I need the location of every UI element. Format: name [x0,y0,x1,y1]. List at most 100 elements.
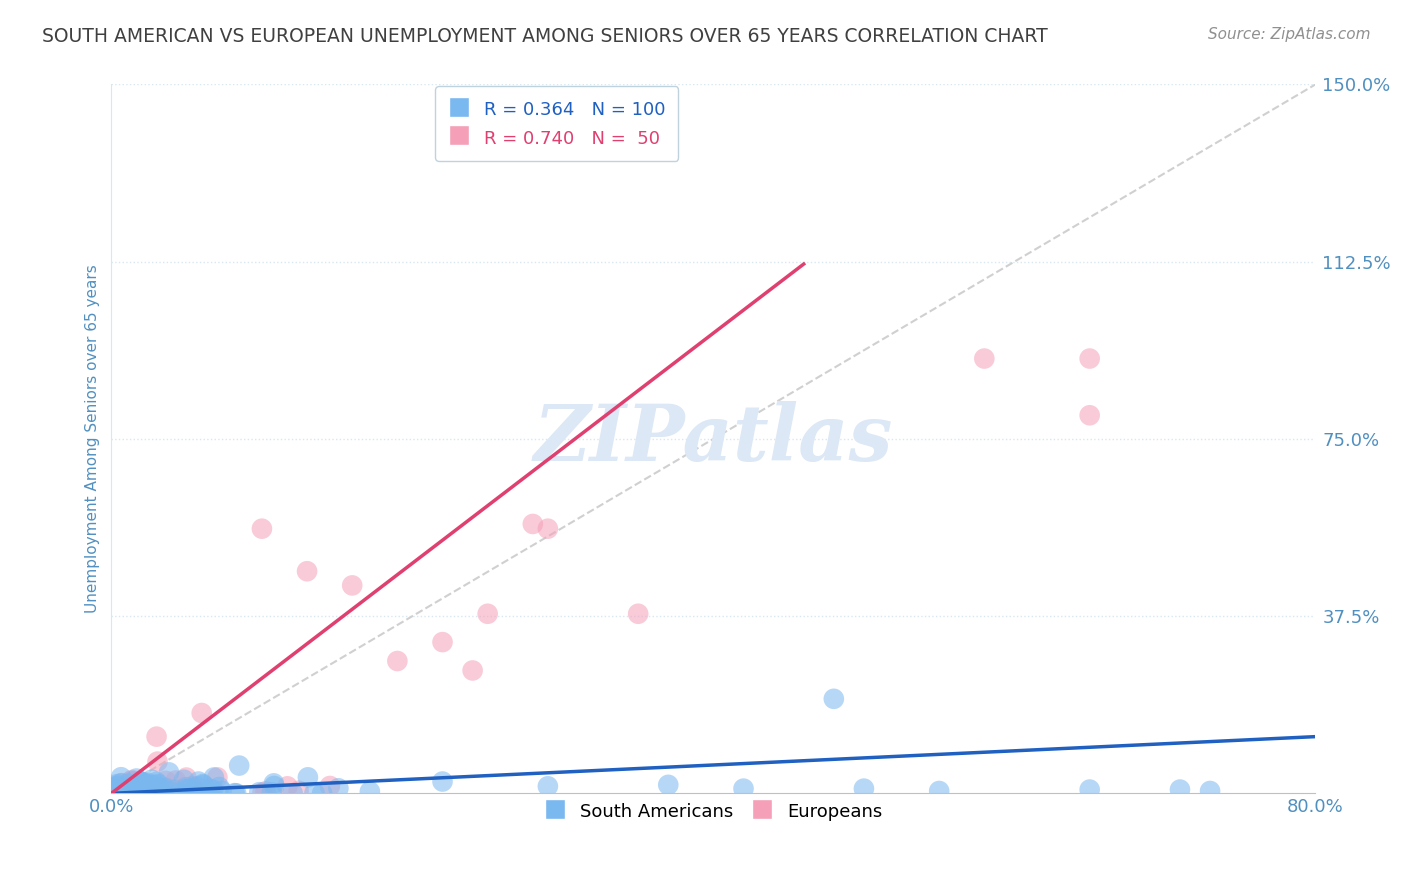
Point [125,783,148,797]
Point [169,786,191,800]
Point [155,780,177,795]
Point [537,779,560,793]
Point [104,780,127,794]
Point [928,784,950,798]
Point [143,778,166,792]
Point [118,781,141,796]
Point [141,785,163,799]
Point [136,776,159,790]
Point [145,730,167,744]
Point [174,780,197,795]
Point [180,779,202,793]
Point [179,782,201,797]
Point [187,774,209,789]
Point [107,781,129,796]
Point [202,783,225,797]
Point [657,778,679,792]
Point [132,785,155,799]
Point [297,770,319,784]
Point [117,776,139,790]
Point [1199,784,1222,798]
Point [200,782,222,797]
Point [112,784,135,798]
Point [114,780,136,794]
Point [110,780,132,795]
Point [124,784,146,798]
Point [104,784,127,798]
Point [129,774,152,789]
Point [176,782,198,797]
Point [252,786,274,800]
Point [129,784,152,798]
Point [127,783,149,797]
Point [250,522,273,536]
Point [627,607,650,621]
Point [127,786,149,800]
Point [132,777,155,791]
Point [1078,409,1101,423]
Point [101,783,124,797]
Point [177,786,200,800]
Point [143,785,166,799]
Point [143,786,166,800]
Point [150,786,173,800]
Point [128,782,150,797]
Point [184,780,207,794]
Point [263,776,285,790]
Point [114,780,136,794]
Point [162,782,184,797]
Point [202,771,225,785]
Point [852,781,875,796]
Point [115,785,138,799]
Point [136,777,159,791]
Point [173,772,195,787]
Point [207,770,229,784]
Point [181,785,204,799]
Point [1078,782,1101,797]
Point [142,784,165,798]
Point [156,784,179,798]
Point [148,777,170,791]
Point [342,578,364,592]
Point [111,776,134,790]
Point [276,780,298,794]
Point [124,781,146,796]
Point [101,786,124,800]
Point [152,782,174,797]
Point [139,786,162,800]
Point [112,785,135,799]
Point [142,783,165,797]
Point [121,785,143,799]
Point [160,785,183,799]
Point [311,786,333,800]
Point [201,786,224,800]
Point [136,786,159,800]
Point [186,779,208,793]
Point [157,765,180,780]
Point [190,706,212,720]
Point [150,786,173,800]
Y-axis label: Unemployment Among Seniors over 65 years: Unemployment Among Seniors over 65 years [86,265,100,614]
Point [125,772,148,786]
Point [733,781,755,796]
Point [110,786,132,800]
Point [184,784,207,798]
Point [461,664,484,678]
Point [136,778,159,792]
Point [125,777,148,791]
Point [295,564,318,578]
Point [823,691,845,706]
Text: ZIPatlas: ZIPatlas [534,401,893,477]
Point [247,785,270,799]
Point [281,786,304,800]
Point [155,773,177,788]
Point [537,522,560,536]
Point [254,784,277,798]
Point [973,351,995,366]
Point [146,781,169,796]
Point [131,775,153,789]
Point [122,784,145,798]
Text: Source: ZipAtlas.com: Source: ZipAtlas.com [1208,27,1371,42]
Legend: South Americans, Europeans: South Americans, Europeans [531,788,896,834]
Point [138,785,160,799]
